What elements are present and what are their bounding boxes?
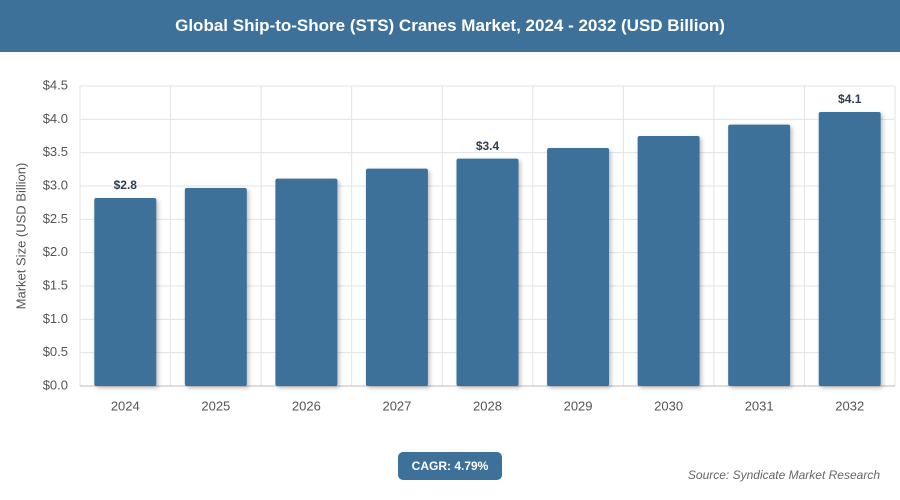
data-label: $3.4 xyxy=(476,139,500,153)
y-tick-label: $1.0 xyxy=(43,311,68,326)
bar xyxy=(184,188,247,386)
bar xyxy=(728,124,791,387)
x-tick-label: 2025 xyxy=(201,398,230,413)
bar xyxy=(94,198,157,386)
y-axis-label: Market Size (USD Billion) xyxy=(13,163,28,310)
y-tick-label: $2.0 xyxy=(43,244,68,259)
x-tick-label: 2029 xyxy=(564,398,593,413)
bar xyxy=(456,158,519,386)
y-tick-label: $4.0 xyxy=(43,111,68,126)
cagr-badge: CAGR: 4.79% xyxy=(398,452,502,480)
x-tick-label: 2026 xyxy=(292,398,321,413)
bar xyxy=(637,136,700,386)
x-tick-label: 2027 xyxy=(382,398,411,413)
y-tick-label: $3.0 xyxy=(43,177,68,192)
x-tick-label: 2032 xyxy=(835,398,864,413)
bar xyxy=(818,112,881,386)
x-tick-label: 2028 xyxy=(473,398,502,413)
x-tick-label: 2031 xyxy=(745,398,774,413)
y-tick-label: $1.5 xyxy=(43,277,68,292)
y-tick-label: $2.5 xyxy=(43,211,68,226)
data-label: $4.1 xyxy=(838,92,862,106)
data-label: $2.8 xyxy=(114,178,138,192)
bar xyxy=(365,168,428,386)
x-tick-label: 2024 xyxy=(111,398,140,413)
y-tick-label: $3.5 xyxy=(43,144,68,159)
source-note: Source: Syndicate Market Research xyxy=(687,468,880,482)
bar xyxy=(275,178,338,386)
bar xyxy=(547,148,610,386)
chart-title: Global Ship-to-Shore (STS) Cranes Market… xyxy=(0,0,900,52)
x-tick-label: 2030 xyxy=(654,398,683,413)
y-tick-label: $4.5 xyxy=(43,77,68,92)
y-tick-label: $0.0 xyxy=(43,377,68,392)
y-tick-label: $0.5 xyxy=(43,344,68,359)
